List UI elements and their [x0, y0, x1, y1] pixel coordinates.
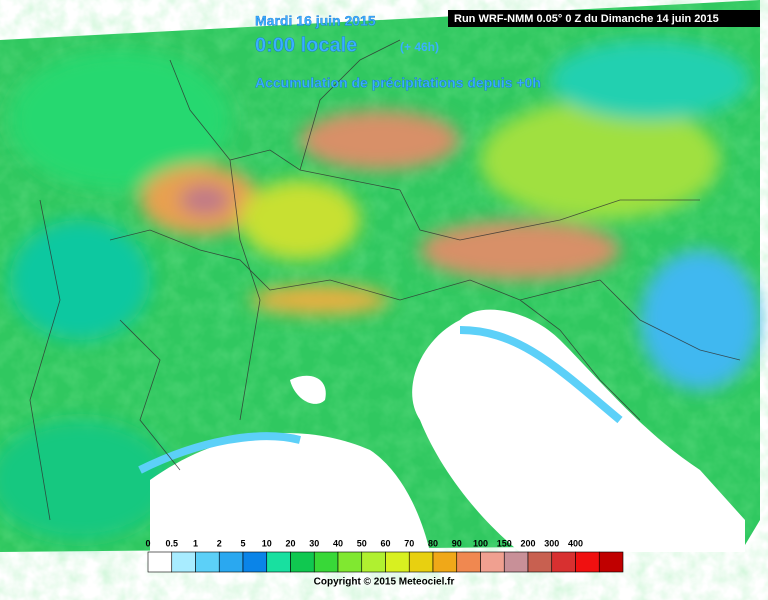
legend: 0 0.5 1 2 5 10 20 30 40 50 60 70 80 90 100 150 200 300 400: [145, 538, 624, 573]
legend-swatch: [503, 551, 529, 573]
legend-label: 300: [544, 538, 559, 548]
copyright: Copyright © 2015 Meteociel.fr: [314, 577, 455, 588]
legend-swatch: [432, 551, 458, 573]
legend-label: 80: [428, 538, 438, 548]
forecast-time: 0:00 locale: [255, 34, 357, 56]
legend-swatch: [195, 551, 220, 573]
legend-label: 50: [357, 538, 367, 548]
legend-swatch: [242, 551, 268, 573]
legend-label: 100: [473, 538, 488, 548]
legend-label: 40: [333, 538, 343, 548]
forecast-lead: (+ 46h): [400, 40, 439, 54]
legend-swatch: [337, 551, 363, 573]
legend-label: 400: [568, 538, 583, 548]
legend-swatch: [266, 551, 291, 573]
legend-swatch: [551, 551, 576, 573]
forecast-date: Mardi 16 juin 2015: [255, 13, 376, 29]
map-field: [0, 0, 760, 552]
legend-swatch: [408, 551, 434, 573]
legend-label: 20: [285, 538, 295, 548]
legend-label: 10: [262, 538, 272, 548]
legend-swatch: [171, 551, 196, 573]
legend-label: 1: [193, 538, 198, 548]
legend-swatch: [290, 551, 315, 573]
legend-label: 2: [217, 538, 222, 548]
legend-swatch: [527, 551, 553, 573]
legend-label: 60: [380, 538, 390, 548]
legend-swatch: [385, 551, 410, 573]
map-subtitle: Accumulation de précipitations depuis +0…: [255, 75, 541, 91]
legend-label: 0.5: [165, 538, 178, 548]
legend-swatch: [313, 551, 339, 573]
legend-label: 0: [145, 538, 150, 548]
legend-swatch: [361, 551, 386, 573]
run-box: [448, 10, 760, 27]
legend-swatch: [456, 551, 481, 573]
legend-label: 90: [452, 538, 462, 548]
legend-label: 200: [520, 538, 535, 548]
legend-swatch: [575, 551, 600, 573]
legend-label: 150: [497, 538, 512, 548]
legend-swatch: [147, 551, 173, 573]
legend-swatch: [218, 551, 244, 573]
legend-swatch: [598, 551, 624, 573]
legend-label: 30: [309, 538, 319, 548]
legend-label: 5: [240, 538, 245, 548]
run-info: Run WRF-NMM 0.05° 0 Z du Dimanche 14 jui…: [454, 13, 719, 25]
legend-swatch: [480, 551, 505, 573]
legend-label: 70: [404, 538, 414, 548]
